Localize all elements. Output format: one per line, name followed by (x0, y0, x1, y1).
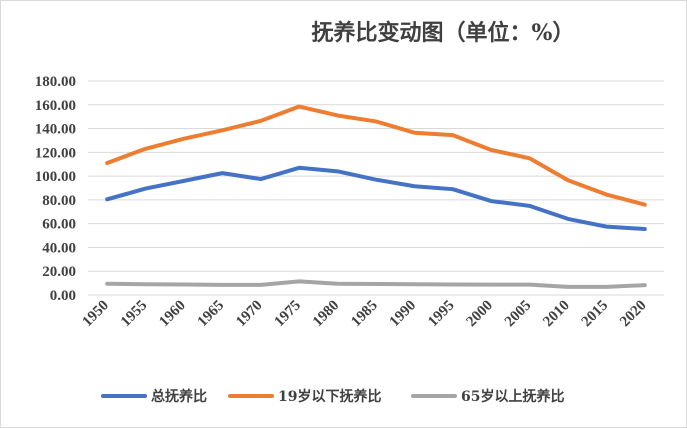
y-tick-label: 160.00 (35, 98, 76, 114)
x-tick-label: 1955 (118, 298, 151, 331)
legend-label: 总抚养比 (151, 388, 207, 405)
x-tick-label: 2010 (540, 298, 573, 331)
legend-label: 65岁以上抚养比 (461, 388, 564, 405)
y-tick-label: 80.00 (42, 193, 76, 209)
y-tick-label: 20.00 (42, 264, 76, 280)
y-tick-label: 140.00 (35, 122, 76, 138)
x-tick-label: 2020 (617, 298, 650, 331)
legend: 总抚养比 19岁以下抚养比 65岁以上抚养比 (101, 388, 564, 405)
x-tick-label: 2005 (502, 298, 535, 331)
y-tick-label: 40.00 (42, 240, 76, 256)
x-tick-label: 1985 (348, 298, 381, 331)
y-tick-label: 120.00 (35, 145, 76, 161)
series-lines (105, 104, 647, 289)
x-tick-label: 1950 (80, 298, 113, 331)
series-line-2 (105, 104, 647, 207)
x-tick-label: 1995 (425, 298, 458, 331)
y-tick-label: 0.00 (50, 288, 76, 304)
chart-title: 抚养比变动图（单位：%） (312, 20, 575, 46)
x-tick-label: 1965 (195, 298, 228, 331)
x-tick-label: 1990 (387, 298, 420, 331)
gridlines (88, 80, 664, 296)
x-axis-ticks: 1950 1955 1960 1965 1970 1975 1980 1985 1990 1995… (80, 298, 650, 331)
x-tick-label: 1980 (310, 298, 343, 331)
y-tick-label: 60.00 (42, 217, 76, 233)
x-tick-label: 1970 (233, 298, 266, 331)
x-tick-label: 1960 (156, 298, 189, 331)
y-tick-label: 100.00 (35, 169, 76, 185)
y-tick-label: 180.00 (35, 74, 76, 90)
series-line-3 (105, 279, 647, 289)
x-tick-label: 2000 (464, 298, 497, 331)
x-tick-label: 1975 (272, 298, 305, 331)
x-tick-label: 2015 (579, 298, 612, 331)
legend-label: 19岁以下抚养比 (278, 388, 381, 405)
y-axis-ticks: 0.00 20.00 40.00 60.00 80.00 100.00 120.00 140.… (35, 74, 76, 304)
